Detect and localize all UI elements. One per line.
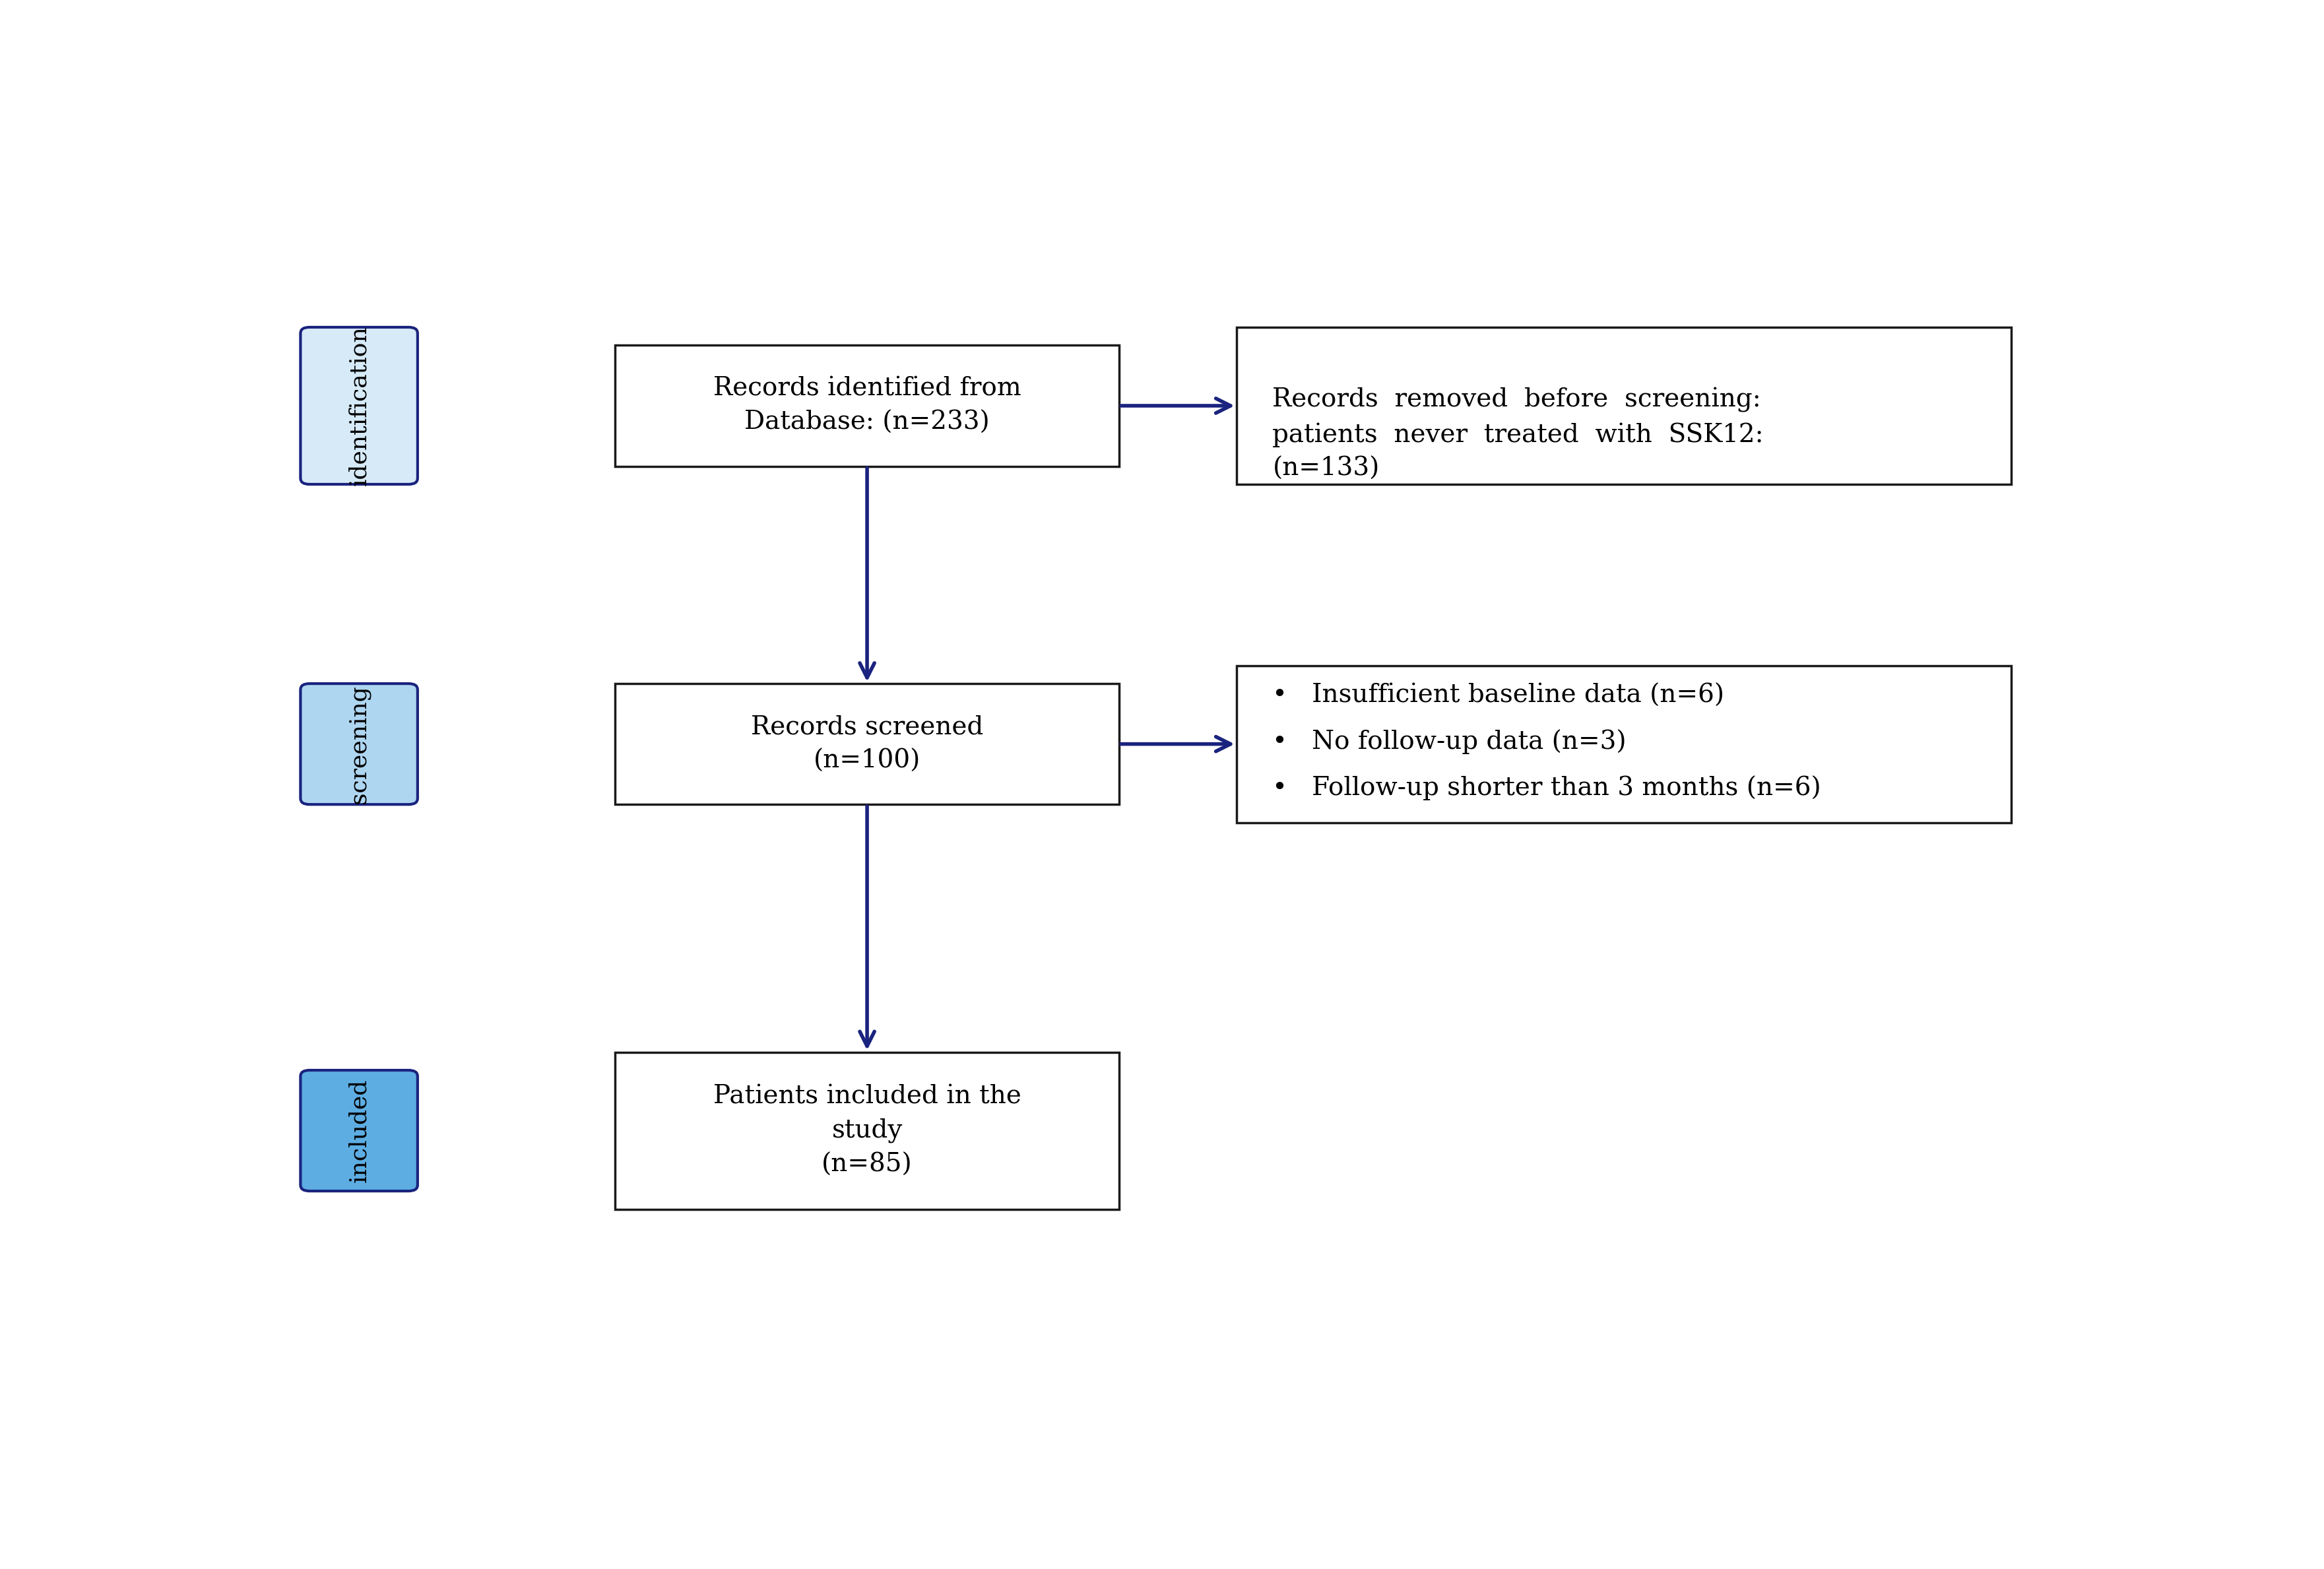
Text: Patients included in the
study
(n=85): Patients included in the study (n=85) xyxy=(713,1084,1020,1177)
Text: •   Follow-up shorter than 3 months (n=6): • Follow-up shorter than 3 months (n=6) xyxy=(1271,775,1820,800)
Text: Records identified from
Database: (n=233): Records identified from Database: (n=233… xyxy=(713,377,1020,435)
Text: screening: screening xyxy=(349,684,370,803)
FancyBboxPatch shape xyxy=(300,1070,418,1191)
Text: identification: identification xyxy=(349,326,370,486)
FancyBboxPatch shape xyxy=(614,684,1120,805)
Text: Records screened
(n=100): Records screened (n=100) xyxy=(751,715,983,774)
FancyBboxPatch shape xyxy=(1236,665,2010,822)
FancyBboxPatch shape xyxy=(614,345,1120,466)
FancyBboxPatch shape xyxy=(1236,328,2010,485)
FancyBboxPatch shape xyxy=(300,684,418,805)
FancyBboxPatch shape xyxy=(300,328,418,485)
Text: Records  removed  before  screening:
patients  never  treated  with  SSK12:
(n=1: Records removed before screening: patien… xyxy=(1271,388,1764,482)
Text: •   Insufficient baseline data (n=6): • Insufficient baseline data (n=6) xyxy=(1271,684,1724,708)
Text: •   No follow-up data (n=3): • No follow-up data (n=3) xyxy=(1271,730,1627,755)
FancyBboxPatch shape xyxy=(614,1053,1120,1210)
Text: included: included xyxy=(349,1079,370,1183)
